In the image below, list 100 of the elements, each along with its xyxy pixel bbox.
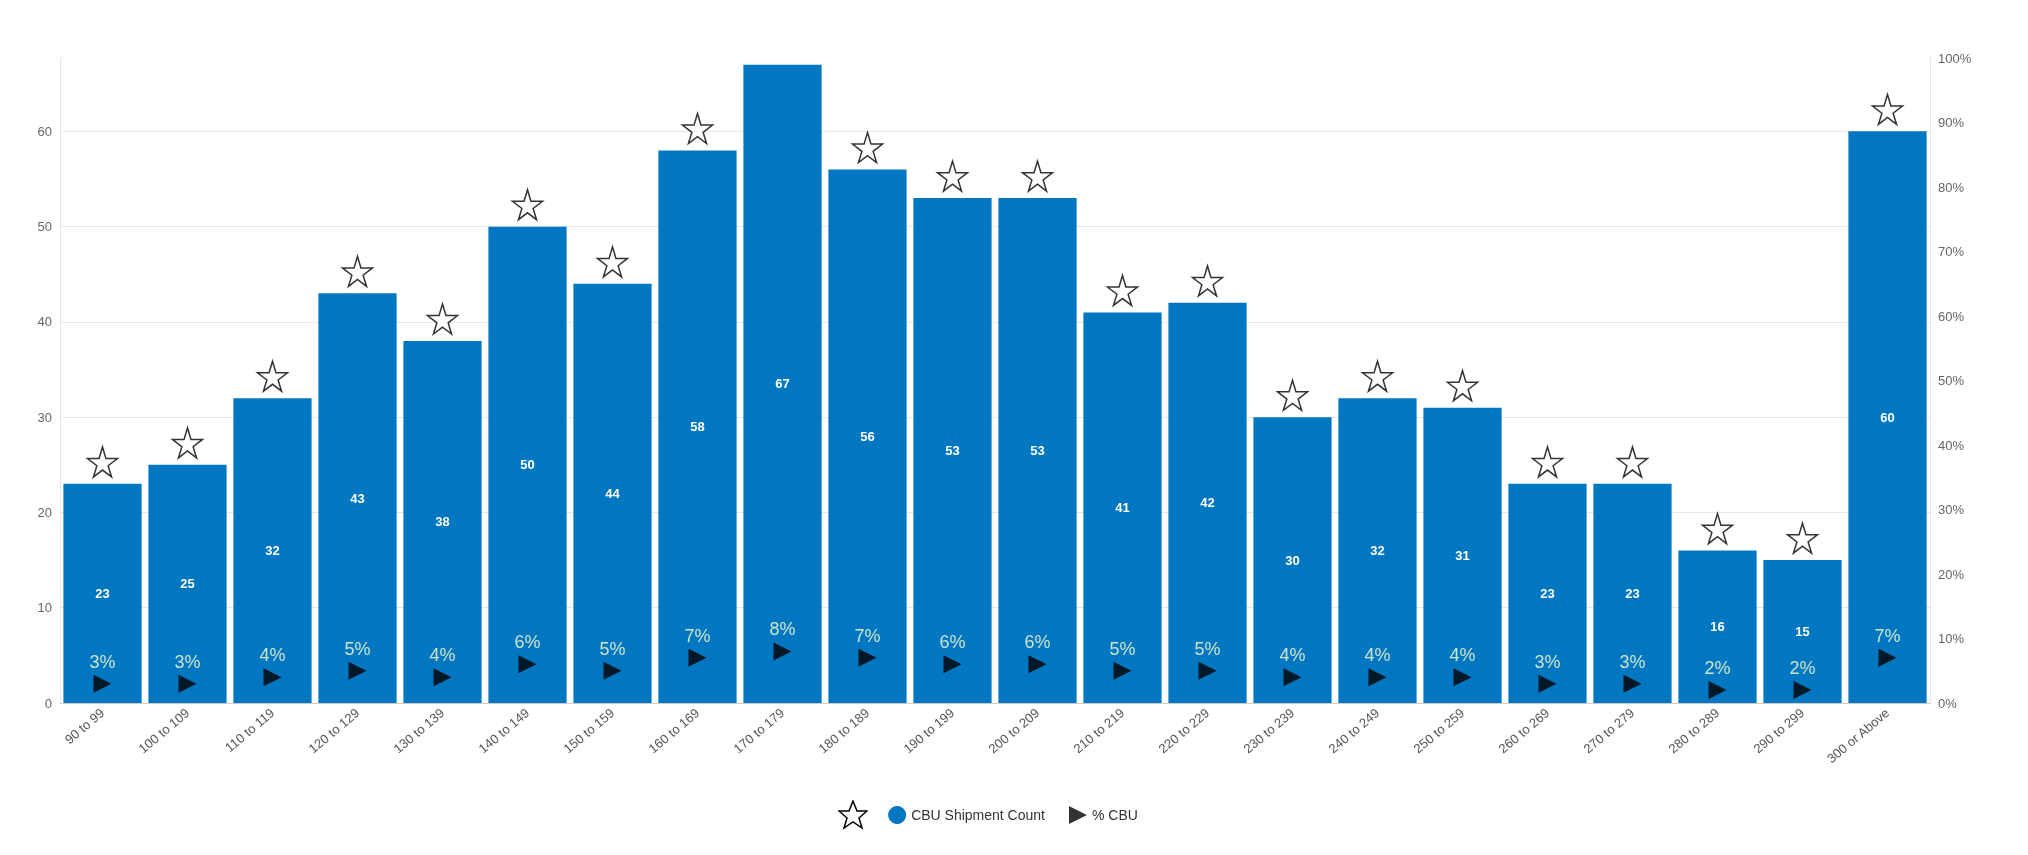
x-tick-label: 150 to 159 bbox=[560, 705, 618, 757]
y2-tick-label: 90% bbox=[1938, 115, 1965, 130]
bar bbox=[828, 169, 907, 703]
point bbox=[1361, 360, 1394, 392]
point bbox=[851, 131, 884, 164]
x-tick-label: 190 to 199 bbox=[900, 705, 958, 757]
data-label: 15 bbox=[1795, 624, 1810, 640]
x-tick-label: 270 to 279 bbox=[1580, 705, 1638, 757]
y2-tick-label: 30% bbox=[1938, 502, 1965, 517]
data-label: 7% bbox=[854, 625, 881, 646]
x-tick-label: 180 to 189 bbox=[815, 705, 873, 757]
x-tick-label: 120 to 129 bbox=[305, 705, 363, 757]
data-label: 67 bbox=[775, 376, 790, 392]
data-label: 32 bbox=[1370, 543, 1385, 559]
data-label: 53 bbox=[945, 443, 960, 459]
bar bbox=[1593, 483, 1672, 703]
bar bbox=[913, 198, 992, 703]
point bbox=[426, 303, 459, 335]
data-label: 5% bbox=[1194, 638, 1221, 659]
data-label: 4% bbox=[429, 645, 456, 666]
data-label: 2% bbox=[1789, 658, 1816, 679]
x-tick-label: 160 to 169 bbox=[645, 705, 703, 757]
bar bbox=[1083, 312, 1162, 703]
point bbox=[1701, 512, 1734, 545]
y-tick-label: 40 bbox=[37, 314, 52, 330]
x-tick-label: 280 to 289 bbox=[1665, 705, 1723, 757]
point bbox=[511, 188, 544, 221]
y-tick-label: 30 bbox=[37, 409, 52, 425]
x-tick-label: 230 to 239 bbox=[1240, 705, 1298, 757]
data-label: 3% bbox=[174, 651, 201, 672]
data-label: 32 bbox=[265, 543, 280, 559]
data-label: 6% bbox=[514, 632, 541, 653]
data-label: 7% bbox=[1874, 625, 1901, 646]
y2-tick-label: 100% bbox=[1938, 50, 1972, 66]
x-tick-label: 170 to 179 bbox=[730, 705, 788, 757]
bar bbox=[1763, 560, 1842, 703]
x-tick-label: 100 to 109 bbox=[135, 705, 193, 757]
legend-label: % CBU bbox=[1091, 807, 1138, 823]
point bbox=[256, 360, 289, 392]
data-label: 5% bbox=[344, 638, 371, 659]
x-tick-label: 110 to 119 bbox=[222, 705, 278, 756]
bar bbox=[998, 198, 1077, 703]
data-label: 3% bbox=[1619, 651, 1646, 672]
point bbox=[681, 112, 714, 145]
y-tick-label: 0 bbox=[44, 695, 52, 711]
data-label: 7% bbox=[684, 625, 711, 646]
x-tick-label: 220 to 229 bbox=[1155, 705, 1213, 757]
point bbox=[1021, 160, 1054, 192]
point bbox=[936, 160, 969, 192]
y-tick-label: 50 bbox=[37, 219, 52, 235]
data-label: 2% bbox=[1704, 658, 1731, 679]
data-label: 8% bbox=[769, 619, 796, 640]
point bbox=[341, 255, 374, 288]
y-tick-label: 10 bbox=[37, 600, 52, 616]
bar bbox=[318, 293, 397, 703]
y2-tick-label: 20% bbox=[1938, 566, 1965, 582]
y2-tick-label: 80% bbox=[1938, 179, 1965, 195]
x-tick-label: 260 to 269 bbox=[1495, 705, 1553, 757]
bar bbox=[1678, 550, 1757, 703]
data-label: 30 bbox=[1285, 552, 1300, 568]
data-label: 60 bbox=[1880, 409, 1895, 425]
y2-tick-label: 70% bbox=[1938, 244, 1965, 259]
x-tick-label: 140 to 149 bbox=[475, 705, 533, 757]
data-label: 5% bbox=[599, 638, 626, 659]
x-tick-label: 290 to 299 bbox=[1750, 705, 1808, 757]
bar bbox=[1508, 483, 1587, 703]
data-label: 23 bbox=[1625, 585, 1640, 601]
data-label: 25 bbox=[180, 576, 195, 592]
x-tick-label: 90 to 99 bbox=[61, 705, 108, 747]
data-label: 4% bbox=[1279, 645, 1306, 666]
bar bbox=[148, 464, 227, 703]
bar bbox=[403, 340, 482, 703]
bar bbox=[1338, 398, 1417, 703]
bar bbox=[743, 64, 822, 703]
bar bbox=[63, 483, 142, 703]
point bbox=[171, 427, 204, 459]
data-label: 4% bbox=[1449, 645, 1476, 666]
y2-tick-label: 10% bbox=[1938, 631, 1965, 646]
bar bbox=[488, 226, 567, 703]
data-label: 6% bbox=[939, 632, 966, 653]
y2-tick-label: 0% bbox=[1938, 695, 1958, 711]
x-tick-label: 130 to 139 bbox=[390, 705, 448, 757]
point bbox=[596, 246, 629, 278]
y2-tick-label: 40% bbox=[1938, 437, 1965, 453]
data-label: 41 bbox=[1115, 500, 1130, 516]
data-label: 23 bbox=[95, 585, 110, 601]
y2-tick-label: 60% bbox=[1938, 308, 1965, 324]
data-label: 5% bbox=[1109, 638, 1136, 659]
data-label: 23 bbox=[1540, 585, 1555, 601]
bar bbox=[1423, 407, 1502, 703]
point bbox=[1786, 522, 1819, 554]
data-label: 4% bbox=[259, 645, 286, 666]
point bbox=[1191, 265, 1224, 297]
data-label: 6% bbox=[1024, 632, 1051, 653]
data-label: 58 bbox=[690, 419, 705, 435]
point bbox=[1446, 369, 1479, 402]
bar bbox=[1848, 131, 1927, 703]
y2-tick-label: 50% bbox=[1938, 373, 1965, 388]
bar bbox=[1168, 302, 1247, 703]
y-tick-label: 60 bbox=[37, 123, 52, 139]
